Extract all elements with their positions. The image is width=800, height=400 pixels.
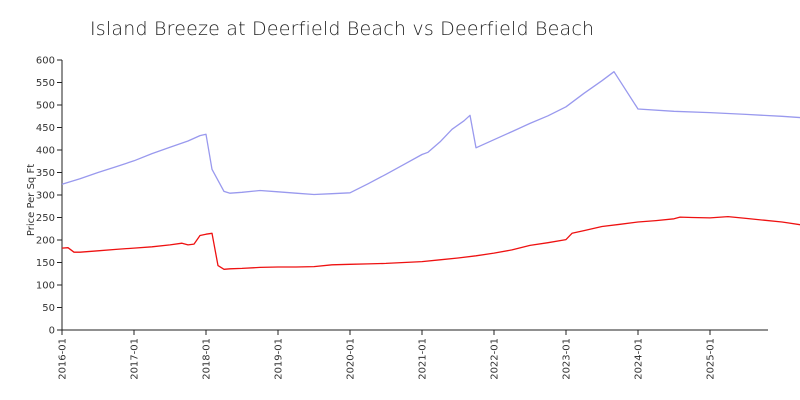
x-tick-label: 2020-01	[346, 338, 357, 380]
y-tick-label: 150	[36, 258, 55, 269]
x-tick-label: 2021-01	[418, 338, 429, 380]
y-tick-label: 250	[36, 213, 55, 224]
series-line-1	[61, 71, 800, 196]
y-tick-label: 500	[36, 101, 55, 112]
x-tick-label: 2022-01	[490, 338, 501, 380]
y-tick-label: 600	[36, 56, 55, 67]
y-tick-label: 0	[49, 326, 55, 337]
y-tick-label: 450	[36, 123, 55, 134]
x-tick-label: 2023-01	[562, 338, 573, 380]
y-tick-label: 200	[36, 236, 55, 247]
y-tick-label: 550	[36, 78, 55, 89]
series-line-2	[61, 215, 800, 270]
x-tick-label: 2024-01	[634, 338, 645, 380]
y-tick-label: 50	[42, 303, 55, 314]
x-axis: 2016-01 2017-01 2018-01 2019-01 2020-01 2021-…	[58, 329, 768, 380]
y-axis: 0 50 100 150 200 250 300 350 400 450 500 550 600	[36, 56, 63, 337]
y-tick-label: 300	[36, 191, 55, 202]
x-tick-label: 2025-01	[706, 338, 717, 380]
y-tick-label: 100	[36, 281, 55, 292]
y-tick-label: 400	[36, 146, 55, 157]
x-tick-label: 2017-01	[130, 338, 141, 380]
series-layer	[61, 71, 800, 270]
x-tick-label: 2018-01	[202, 338, 213, 380]
x-tick-label: 2016-01	[58, 338, 69, 380]
x-tick-label: 2019-01	[274, 338, 285, 380]
y-tick-label: 350	[36, 168, 55, 179]
chart-title: Island Breeze at Deerfield Beach vs Deer…	[90, 18, 595, 40]
y-axis-label: Price Per Sq Ft	[26, 164, 37, 236]
